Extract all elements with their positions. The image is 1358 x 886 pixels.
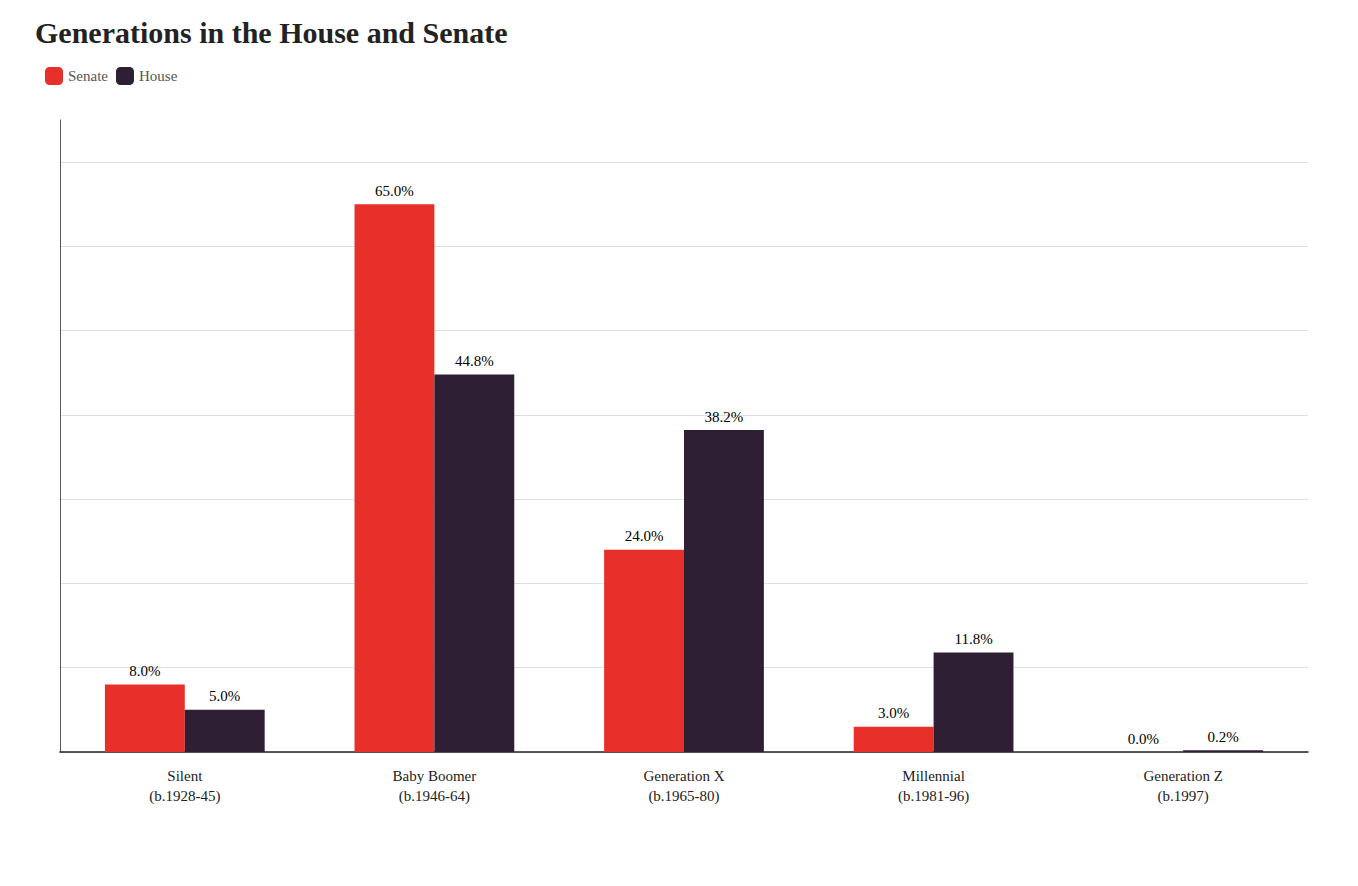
svg-text:0.0%: 0.0% bbox=[1128, 731, 1159, 747]
svg-text:(b.1981-96): (b.1981-96) bbox=[898, 788, 969, 805]
svg-text:65.0%: 65.0% bbox=[375, 183, 414, 199]
svg-text:(b.1928-45): (b.1928-45) bbox=[149, 788, 220, 805]
svg-text:(b.1965-80): (b.1965-80) bbox=[648, 788, 719, 805]
svg-text:8.0%: 8.0% bbox=[129, 663, 160, 679]
svg-text:House: House bbox=[139, 68, 178, 84]
svg-text:Generation X: Generation X bbox=[643, 768, 724, 784]
svg-text:Millennial: Millennial bbox=[902, 768, 965, 784]
svg-text:Generations in the House and S: Generations in the House and Senate bbox=[35, 16, 508, 49]
svg-text:3.0%: 3.0% bbox=[878, 705, 909, 721]
svg-text:Baby Boomer: Baby Boomer bbox=[393, 768, 477, 784]
svg-text:(b.1997): (b.1997) bbox=[1158, 788, 1209, 805]
svg-text:Generation Z: Generation Z bbox=[1143, 768, 1223, 784]
svg-text:5.0%: 5.0% bbox=[209, 688, 240, 704]
svg-text:11.8%: 11.8% bbox=[954, 631, 992, 647]
svg-text:24.0%: 24.0% bbox=[625, 528, 664, 544]
svg-text:(b.1946-64): (b.1946-64) bbox=[399, 788, 470, 805]
svg-text:Silent: Silent bbox=[167, 768, 203, 784]
svg-text:Senate: Senate bbox=[68, 68, 108, 84]
svg-text:38.2%: 38.2% bbox=[705, 409, 744, 425]
svg-text:0.2%: 0.2% bbox=[1208, 729, 1239, 745]
svg-text:44.8%: 44.8% bbox=[455, 353, 494, 369]
